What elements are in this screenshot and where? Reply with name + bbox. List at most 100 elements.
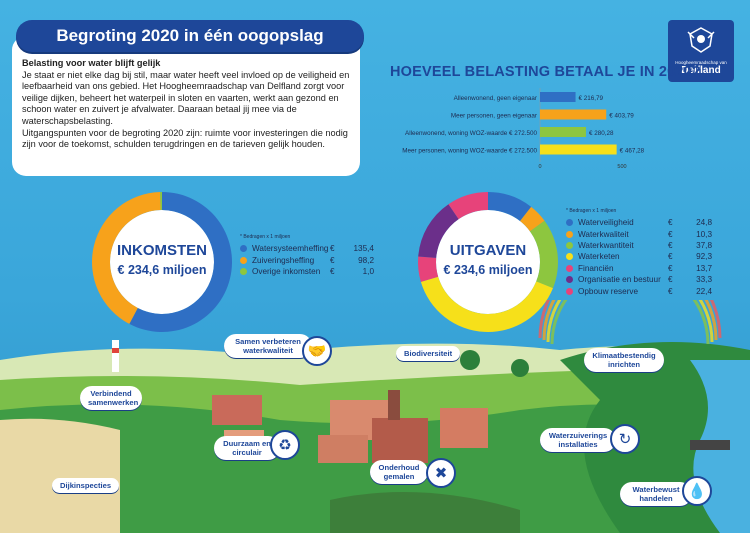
legend-dot: [566, 230, 573, 238]
legend-label: Waterkwantiteit: [578, 240, 634, 250]
tax-bar: [540, 92, 576, 102]
legend-value: 98,2: [358, 255, 374, 265]
landscape-illustration: [0, 300, 750, 533]
legend-value: 13,7: [696, 263, 712, 273]
legend-label: Watersysteemheffing: [252, 244, 329, 254]
label-dijkinspecties: Dijkinspecties: [52, 478, 120, 493]
income-center-title: INKOMSTEN: [117, 242, 207, 259]
expense-legend: * Bedragen x 1 miljoen Waterveiligheid €2…: [566, 208, 712, 297]
expense-legend-row: Opbouw reserve €22,4: [566, 285, 712, 296]
water-cycle-icon: ↻: [610, 424, 640, 454]
legend-value: 92,3: [696, 252, 712, 262]
legend-currency: €: [668, 229, 673, 239]
tax-value-label: € 467,28: [620, 148, 645, 155]
legend-currency: €: [330, 266, 335, 276]
legend-value: 22,4: [696, 286, 712, 296]
expense-legend-row: Financiën €13,7: [566, 263, 712, 274]
donut-slice: [418, 204, 459, 258]
income-donut-chart: INKOMSTEN € 234,6 miljoen: [91, 192, 233, 332]
expense-donut-chart: UITGAVEN € 234,6 miljoen: [418, 192, 558, 332]
page-title: Begroting 2020 in één oogopslag: [16, 20, 364, 52]
donut-slice: [488, 192, 532, 222]
expense-legend-row: Organisatie en bestuur €33,3: [566, 274, 712, 285]
tax-value-label: € 280,28: [589, 130, 614, 137]
legend-currency: €: [668, 263, 673, 273]
expense-center-title: UITGAVEN: [450, 242, 526, 259]
legend-value: 1,0: [362, 266, 374, 276]
label-samen-verbeteren: Samen verbeteren waterkwaliteit: [224, 334, 312, 358]
label-verbindend: Verbindend samenwerken: [80, 386, 142, 410]
expense-legend-row: Waterkwaliteit €10,3: [566, 228, 712, 239]
legend-currency: €: [330, 244, 335, 254]
donut-slice: [520, 206, 545, 232]
label-biodiversiteit: Biodiversiteit: [396, 346, 461, 361]
tax-bar: [540, 109, 607, 120]
donut-slice: [160, 192, 162, 211]
legend-label: Waterketen: [578, 252, 620, 262]
expense-legend-row: Waterveiligheid €24,8: [566, 217, 712, 228]
donut-center: [110, 210, 214, 314]
logo-subtitle: Hoogheemraadschap van: [675, 60, 727, 65]
legend-label: Organisatie en bestuur: [578, 275, 661, 285]
donut-slice: [448, 192, 488, 220]
tax-bar-chart: Alleenwonend, geen eigenaar € 216,79 Meer …: [402, 88, 645, 170]
legend-currency: €: [668, 275, 673, 285]
intro-subtitle: Belasting voor water blijft gelijk: [22, 58, 161, 68]
legend-label: Financiën: [578, 263, 614, 273]
intro-paragraph-1: Je staat er niet elke dag bij stil, maar…: [22, 69, 350, 126]
legend-label: Opbouw reserve: [578, 286, 639, 296]
tax-category-label: Meer personen, woning WOZ-waarde € 272.5…: [402, 148, 537, 155]
water-drop-icon: 💧: [682, 476, 712, 506]
logo-name: Delfland: [681, 65, 721, 76]
tax-category-label: Alleenwonend, woning WOZ-waarde € 272.50…: [405, 130, 537, 137]
delfland-logo: Hoogheemraadschap van Delfland: [668, 20, 734, 82]
legend-label: Overige inkomsten: [252, 266, 321, 276]
income-legend-row: Watersysteemheffing €135,4: [240, 243, 374, 254]
legend-value: 24,8: [696, 218, 712, 228]
legend-value: 10,3: [696, 229, 712, 239]
legend-dot: [566, 264, 573, 272]
income-center-value: € 234,6 miljoen: [118, 263, 207, 277]
legend-dot: [566, 287, 573, 295]
expense-legend-row: Waterketen €92,3: [566, 251, 712, 262]
label-klimaatbestendig: Klimaatbestendig inrichten: [584, 348, 664, 372]
handshake-icon: 🤝: [302, 336, 332, 366]
legend-dot: [566, 241, 573, 249]
expense-center-value: € 234,6 miljoen: [444, 263, 533, 277]
legend-dot: [566, 253, 573, 261]
label-waterbewust: Waterbewust handelen: [620, 482, 692, 506]
legend-dot: [240, 245, 247, 253]
donut-slice: [420, 276, 553, 332]
intro-paragraph-2: Uitgangspunten voor de begroting 2020 zi…: [22, 127, 348, 150]
legend-currency: €: [668, 286, 673, 296]
legend-value: 33,3: [696, 275, 712, 285]
expense-legend-note: * Bedragen x 1 miljoen: [566, 208, 617, 214]
legend-currency: €: [668, 218, 673, 228]
tax-bar: [540, 127, 586, 137]
income-legend-row: Zuiveringsheffing €98,2: [240, 254, 374, 265]
donut-slice: [129, 192, 233, 332]
tax-bar: [540, 144, 617, 155]
intro-text: Belasting voor water blijft gelijk Je st…: [22, 58, 362, 151]
tax-tick-label: 0: [538, 164, 541, 170]
legend-dot: [240, 267, 247, 275]
income-legend: * Bedragen x 1 miljoen Watersysteemheffi…: [240, 234, 374, 277]
legend-currency: €: [668, 252, 673, 262]
tax-tick-label: 500: [617, 164, 626, 170]
donut-slice: [529, 220, 558, 289]
legend-currency: €: [668, 240, 673, 250]
tax-category-label: Alleenwonend, geen eigenaar: [454, 95, 537, 102]
legend-value: 135,4: [353, 244, 375, 254]
tax-value-label: € 403,79: [609, 113, 634, 120]
legend-value: 37,8: [696, 240, 712, 250]
donut-center: [436, 210, 540, 314]
recycle-icon: ♻: [270, 430, 300, 460]
tax-category-label: Meer personen, geen eigenaar: [451, 113, 537, 120]
legend-label: Waterveiligheid: [578, 218, 634, 228]
intro-card: [12, 36, 360, 176]
legend-label: Waterkwaliteit: [578, 229, 629, 239]
label-onderhoud: Onderhoud gemalen: [370, 460, 428, 484]
donut-slice: [91, 192, 161, 324]
legend-dot: [566, 276, 573, 284]
label-duurzaam: Duurzaam en circulair: [214, 436, 280, 460]
